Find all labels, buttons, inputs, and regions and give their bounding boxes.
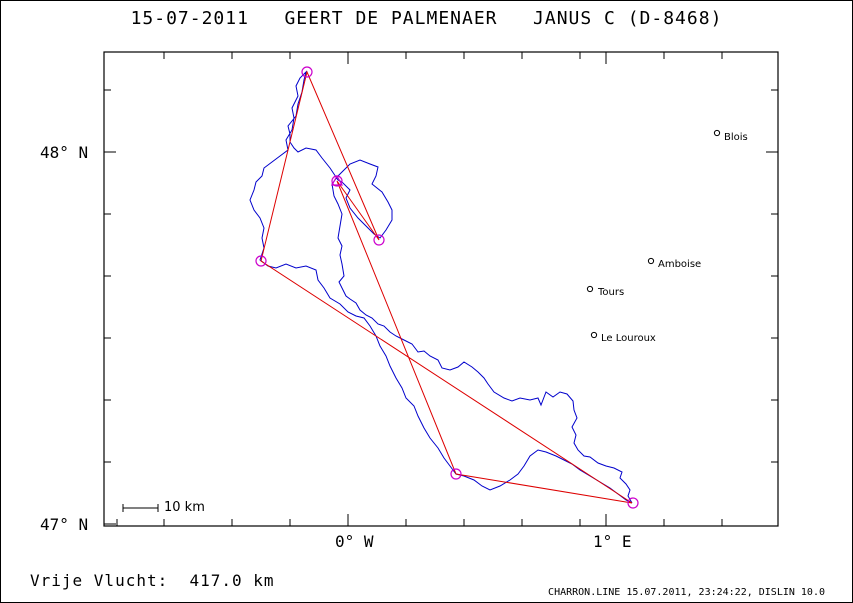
- place-label-le-louroux: Le Louroux: [601, 333, 656, 344]
- x-axis-label-0w: 0° W: [335, 532, 374, 551]
- town-marker-amboise: [647, 257, 655, 265]
- town-marker-tours: [586, 285, 594, 293]
- place-label-tours: Tours: [598, 287, 625, 298]
- start-triangle-icon: [330, 174, 344, 186]
- place-label-blois: Blois: [724, 132, 748, 143]
- x-axis-label-1e: 1° E: [593, 532, 632, 551]
- turnpoints: [255, 66, 639, 509]
- town-marker-blois: [713, 129, 721, 137]
- scale-bar: [122, 504, 159, 512]
- turnpoint-marker: [450, 468, 462, 480]
- y-axis-label-47n: 47° N: [40, 515, 89, 534]
- turnpoint-marker: [255, 255, 267, 267]
- scale-bar-label: 10 km: [164, 500, 205, 515]
- place-label-amboise: Amboise: [658, 259, 702, 270]
- flight-title: 15-07-2011 GEERT DE PALMENAER JANUS C (D…: [130, 8, 723, 29]
- software-credit: CHARRON.LINE 15.07.2011, 23:24:22, DISLI…: [548, 587, 825, 598]
- town-markers: [586, 129, 721, 339]
- y-ticks-right: [766, 89, 778, 463]
- task-lines: [260, 70, 633, 504]
- turnpoint-marker: [301, 66, 313, 78]
- x-ticks-top: [163, 52, 723, 64]
- y-axis-label-48n: 48° N: [40, 143, 89, 162]
- turnpoint-marker: [373, 234, 385, 246]
- x-ticks-bottom: [116, 514, 723, 526]
- y-ticks-left: [104, 89, 116, 525]
- town-marker-le-louroux: [590, 331, 598, 339]
- turnpoint-marker: [627, 497, 639, 509]
- plot-frame: [103, 51, 779, 527]
- free-flight-distance: Vrije Vlucht: 417.0 km: [30, 571, 275, 590]
